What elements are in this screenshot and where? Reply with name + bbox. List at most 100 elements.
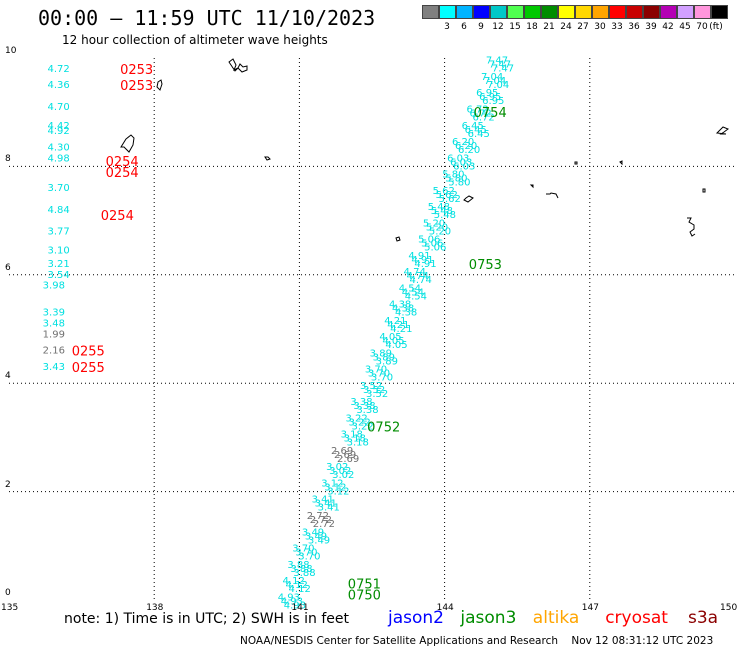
lat-tick-label: 4 [5, 371, 11, 382]
swh-value: 2.69 [334, 450, 356, 461]
swh-value: 4.05 [385, 340, 407, 351]
legend-swatch [490, 5, 507, 19]
swh-value: 3.38 [353, 401, 375, 412]
swh-value: 3.02 [326, 462, 348, 473]
swh-value: 5.20 [423, 218, 445, 229]
swh-value: 4.93 [281, 596, 303, 607]
legend-label: 33 [611, 22, 623, 32]
swh-value: 4.36 [48, 80, 70, 91]
swh-value: 5.48 [434, 210, 456, 221]
swh-value: 3.70 [368, 369, 390, 380]
lat-tick-label: 8 [5, 154, 11, 165]
swh-value: 6.20 [452, 137, 474, 148]
swh-value: 4.12 [289, 584, 311, 595]
swh-value: 4.21 [387, 320, 409, 331]
lon-tick-label: 144 [436, 603, 454, 613]
lon-tick-label: 147 [581, 603, 599, 613]
swh-value: 4.30 [48, 142, 70, 153]
lon-tick-label: 141 [291, 603, 309, 613]
swh-value: 6.20 [458, 145, 480, 156]
swh-value: 3.70 [298, 552, 320, 563]
swh-value: 6.45 [468, 129, 490, 140]
swh-value: 5.20 [426, 222, 448, 233]
swh-value: 3.38 [350, 397, 372, 408]
swh-value: 3.52 [360, 381, 382, 392]
swh-value: 2.72 [313, 519, 335, 530]
legend-swatch [660, 5, 677, 19]
swh-value: 4.12 [286, 580, 308, 591]
swh-value: 5.48 [431, 206, 453, 217]
swh-value: 3.98 [43, 281, 65, 292]
legend-swatch [694, 5, 711, 19]
swh-value: 3.70 [48, 183, 70, 194]
swh-value: 4.21 [390, 324, 412, 335]
swh-value: 5.06 [418, 235, 440, 246]
swh-value: 3.18 [347, 438, 369, 449]
swh-value: 4.74 [404, 267, 426, 278]
pass-time-cryosat: 0253 [120, 79, 153, 94]
swh-value: 4.54 [399, 283, 421, 294]
satellite-legend-item: jason2 [388, 608, 444, 628]
swh-value: 6.45 [465, 125, 487, 136]
swh-value: 3.18 [344, 434, 366, 445]
legend-label: 39 [645, 22, 657, 32]
swh-value: 5.62 [433, 186, 455, 197]
swh-value: 5.80 [442, 170, 464, 181]
swh-value: 3.18 [341, 430, 363, 441]
legend-label: 9 [478, 22, 484, 32]
swh-value: 7.04 [481, 72, 503, 83]
swh-value: 4.12 [283, 576, 305, 587]
swh-value: 4.72 [48, 64, 70, 75]
swh-value: 6.72 [469, 108, 491, 119]
swh-value: 3.89 [370, 348, 392, 359]
swh-value: 4.74 [410, 275, 432, 286]
swh-value: 4.38 [395, 308, 417, 319]
swh-value: 3.88 [290, 564, 312, 575]
swh-value: 3.22 [345, 413, 367, 424]
lon-tick-label: 138 [146, 603, 164, 613]
swh-value: 2.72 [307, 511, 329, 522]
swh-value: 6.95 [476, 88, 498, 99]
swh-value: 6.03 [447, 153, 469, 164]
legend-label: 21 [543, 22, 555, 32]
swh-value: 4.05 [382, 336, 404, 347]
legend-label: 6 [461, 22, 467, 32]
swh-value: 4.92 [48, 126, 70, 137]
legend-label: 42 [662, 22, 674, 32]
legend-label: 36 [628, 22, 640, 32]
map-subtitle: 12 hour collection of altimeter wave hei… [62, 33, 328, 47]
swh-value: 3.52 [366, 389, 388, 400]
pass-time-cryosat: 0255 [72, 345, 105, 360]
map-title: 00:00 – 11:59 UTC 11/10/2023 [38, 6, 376, 30]
legend-swatch [524, 5, 541, 19]
legend-swatch [575, 5, 592, 19]
swh-value: 7.47 [489, 60, 511, 71]
legend-swatch [609, 5, 626, 19]
swh-value: 7.47 [486, 56, 508, 67]
swh-value: 3.88 [287, 560, 309, 571]
swh-value: 3.12 [324, 482, 346, 493]
legend-swatch [473, 5, 490, 19]
pass-time-jason3: 0754 [474, 106, 507, 121]
legend-swatch [507, 5, 524, 19]
satellite-legend-item: s3a [688, 608, 719, 628]
swh-value: 3.52 [363, 385, 385, 396]
legend-label: 24 [560, 22, 572, 32]
legend-swatch [592, 5, 609, 19]
swh-value: 3.89 [376, 356, 398, 367]
swh-value: 3.49 [305, 531, 327, 542]
pass-time-labels: 0253025302540254025402550255075407530752… [72, 63, 507, 604]
swh-value: 5.62 [436, 190, 458, 201]
swh-value: 4.05 [379, 332, 401, 343]
swh-value: 3.54 [48, 270, 70, 281]
swh-value: 5.06 [424, 243, 446, 254]
swh-value: 3.12 [321, 478, 343, 489]
legend-label: 30 [594, 22, 606, 32]
satellite-legend-item: altika [532, 608, 580, 628]
swh-value: 4.38 [392, 304, 414, 315]
legend-unit: (ft) [709, 22, 723, 32]
lat-tick-label: 6 [5, 262, 11, 273]
swh-value: 3.21 [48, 259, 70, 270]
swh-value: 6.95 [479, 92, 501, 103]
swh-value: 4.91 [414, 259, 436, 270]
